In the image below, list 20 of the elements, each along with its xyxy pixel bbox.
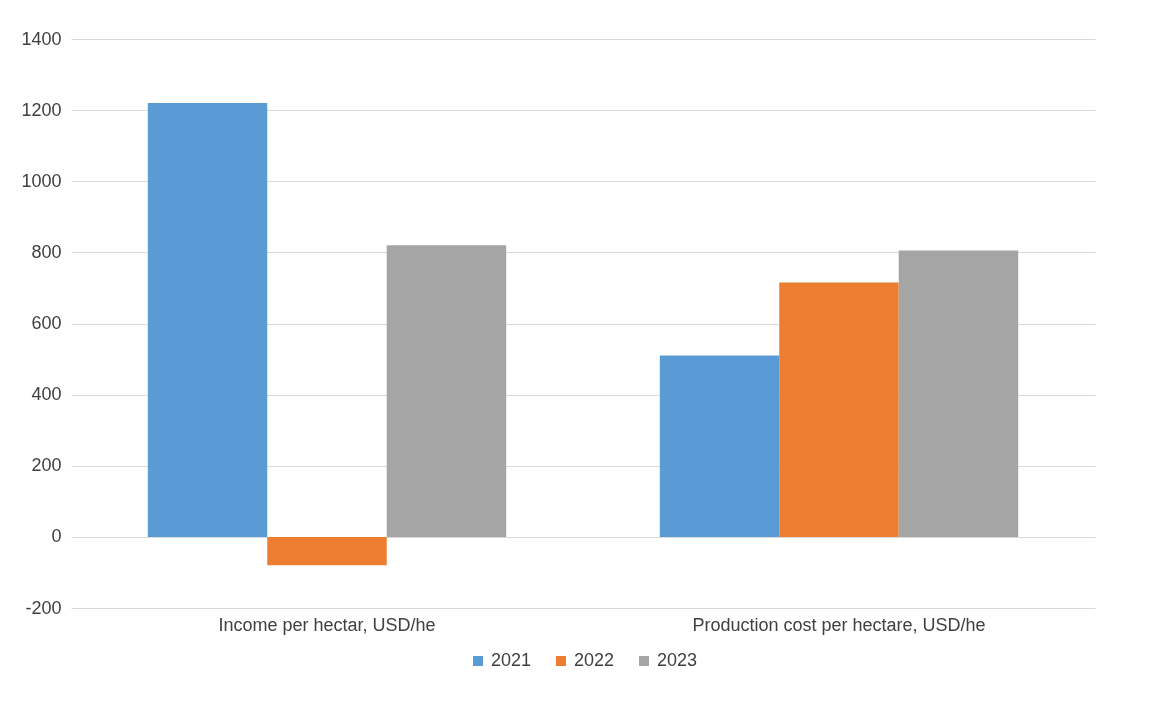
x-tick-label: Income per hectar, USD/he — [218, 614, 436, 635]
bar — [659, 355, 780, 537]
y-tick-label: 400 — [31, 384, 62, 405]
y-tick-label: 1000 — [21, 170, 62, 191]
legend-label: 2023 — [657, 650, 698, 670]
legend-label: 2022 — [574, 650, 615, 670]
y-tick-label: 1200 — [21, 99, 62, 120]
y-tick-label: -200 — [25, 597, 62, 618]
legend-label: 2021 — [491, 650, 532, 670]
bar — [267, 536, 387, 566]
bar — [147, 103, 268, 537]
y-tick-label: 1400 — [21, 28, 62, 49]
bar — [779, 282, 899, 537]
x-tick-label: Production cost per hectare, USD/he — [692, 614, 986, 635]
y-tick-label: 0 — [51, 526, 62, 547]
y-tick-label: 200 — [31, 455, 62, 476]
bar — [386, 245, 507, 537]
bar — [898, 250, 1019, 537]
y-tick-label: 600 — [31, 313, 62, 333]
y-tick-label: 800 — [31, 241, 62, 262]
